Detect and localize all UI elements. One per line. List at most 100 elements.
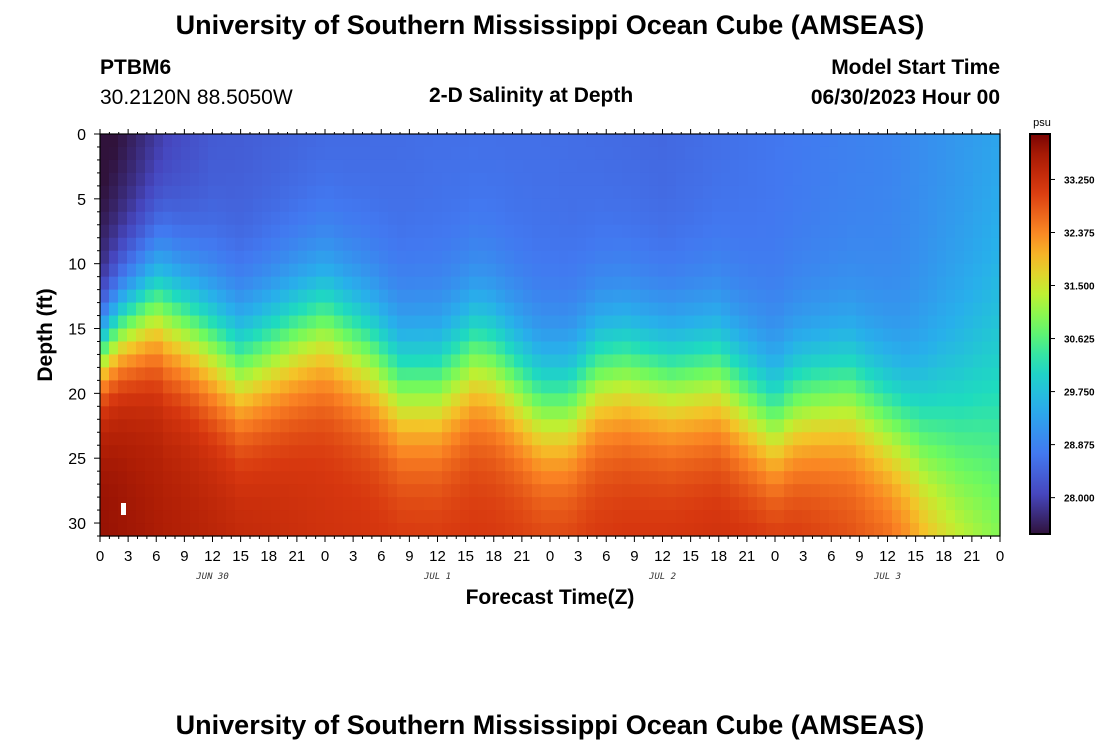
heatmap-cell — [370, 172, 380, 187]
heatmap-cell — [154, 276, 164, 291]
heatmap-cell — [640, 289, 650, 304]
heatmap-cell — [667, 354, 677, 369]
heatmap-cell — [703, 458, 713, 472]
heatmap-cell — [883, 289, 893, 304]
heatmap-cell — [991, 224, 1001, 239]
heatmap-cell — [550, 497, 560, 511]
heatmap-cell — [559, 185, 569, 200]
heatmap-cell — [208, 263, 218, 278]
heatmap-cell — [163, 380, 173, 394]
heatmap-cell — [685, 263, 695, 278]
heatmap-cell — [514, 172, 524, 187]
heatmap-cell — [928, 523, 938, 537]
heatmap-cell — [442, 134, 452, 148]
heatmap-cell — [460, 224, 470, 239]
heatmap-cell — [748, 523, 758, 537]
heatmap-cell — [361, 276, 371, 291]
heatmap-cell — [154, 198, 164, 213]
heatmap-cell — [118, 289, 128, 304]
heatmap-cell — [901, 276, 911, 291]
heatmap-cell — [487, 159, 497, 174]
heatmap-cell — [244, 393, 254, 407]
heatmap-cell — [379, 276, 389, 291]
heatmap-cell — [820, 224, 830, 239]
heatmap-cell — [892, 315, 902, 330]
heatmap-cell — [415, 146, 425, 161]
heatmap-cell — [748, 406, 758, 420]
heatmap-cell — [658, 380, 668, 394]
heatmap-cell — [379, 406, 389, 420]
x-date-label: JUN 30 — [195, 572, 229, 582]
heatmap-cell — [550, 393, 560, 407]
heatmap-cell — [568, 146, 578, 161]
heatmap-cell — [253, 328, 263, 343]
heatmap-cell — [289, 146, 299, 161]
heatmap-cell — [937, 289, 947, 304]
heatmap-cell — [667, 276, 677, 291]
heatmap-cell — [451, 458, 461, 472]
heatmap-cell — [874, 393, 884, 407]
heatmap-cell — [343, 471, 353, 485]
heatmap-cell — [298, 211, 308, 226]
heatmap-cell — [298, 237, 308, 252]
heatmap-cell — [658, 250, 668, 265]
heatmap-cell — [883, 302, 893, 317]
heatmap-cell — [847, 134, 857, 148]
heatmap-cell — [127, 341, 137, 356]
heatmap-cell — [253, 211, 263, 226]
heatmap-cell — [604, 237, 614, 252]
heatmap-cell — [775, 484, 785, 498]
heatmap-cell — [514, 432, 524, 446]
heatmap-cell — [208, 250, 218, 265]
x-tick-label: 3 — [349, 548, 357, 565]
heatmap-cell — [910, 315, 920, 330]
heatmap-cell — [487, 250, 497, 265]
heatmap-cell — [289, 510, 299, 524]
heatmap-cell — [541, 146, 551, 161]
heatmap-cell — [532, 134, 542, 148]
heatmap-cell — [964, 263, 974, 278]
heatmap-cell — [136, 276, 146, 291]
heatmap-cell — [550, 445, 560, 459]
heatmap-cell — [937, 198, 947, 213]
heatmap-cell — [127, 211, 137, 226]
heatmap-cell — [361, 432, 371, 446]
heatmap-cell — [370, 211, 380, 226]
heatmap-cell — [784, 302, 794, 317]
heatmap-cell — [343, 328, 353, 343]
heatmap-cell — [442, 471, 452, 485]
heatmap-cell — [523, 445, 533, 459]
heatmap-cell — [145, 250, 155, 265]
heatmap-cell — [739, 497, 749, 511]
heatmap-cell — [973, 406, 983, 420]
heatmap-cell — [631, 523, 641, 537]
heatmap-cell — [667, 458, 677, 472]
heatmap-cell — [874, 276, 884, 291]
heatmap-cell — [793, 484, 803, 498]
heatmap-cell — [613, 198, 623, 213]
heatmap-cell — [649, 497, 659, 511]
heatmap-cell — [613, 341, 623, 356]
heatmap-cell — [766, 198, 776, 213]
heatmap-cell — [577, 211, 587, 226]
heatmap-cell — [775, 328, 785, 343]
heatmap-cell — [901, 172, 911, 187]
heatmap-cell — [163, 289, 173, 304]
heatmap-cell — [217, 393, 227, 407]
heatmap-cell — [703, 224, 713, 239]
heatmap-cell — [127, 159, 137, 174]
heatmap-cell — [298, 445, 308, 459]
heatmap-cell — [397, 406, 407, 420]
heatmap-cell — [865, 458, 875, 472]
heatmap-cell — [883, 185, 893, 200]
heatmap-cell — [595, 497, 605, 511]
heatmap-cell — [577, 367, 587, 381]
heatmap-cell — [919, 237, 929, 252]
heatmap-cell — [181, 406, 191, 420]
heatmap-cell — [235, 159, 245, 174]
heatmap-cell — [559, 134, 569, 148]
heatmap-cell — [352, 393, 362, 407]
heatmap-cell — [145, 458, 155, 472]
station-marker — [121, 503, 126, 515]
heatmap-cell — [208, 341, 218, 356]
